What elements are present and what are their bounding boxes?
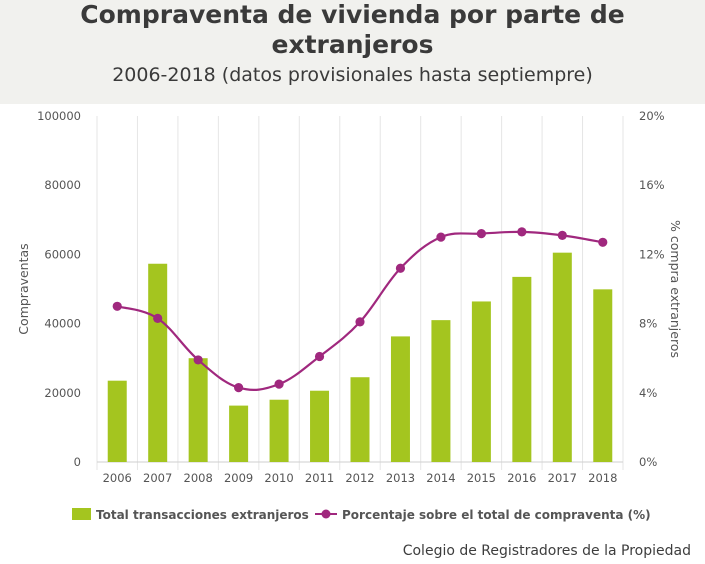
line-point [598, 237, 608, 247]
bar [431, 320, 451, 462]
y2-tick-label: 12% [639, 247, 665, 261]
line-point [274, 379, 284, 389]
y2-tick-label: 8% [639, 317, 657, 331]
bar [593, 289, 613, 462]
bar [148, 263, 168, 462]
y2-tick-label: 16% [639, 178, 665, 192]
y-tick-label: 80000 [44, 178, 81, 192]
line-point [436, 232, 446, 242]
bar [471, 301, 491, 462]
x-tick-label: 2010 [264, 471, 293, 485]
line-point [517, 227, 527, 237]
x-tick-label: 2006 [103, 471, 132, 485]
chart-title-line1: Compraventa de vivienda por parte de [80, 0, 625, 29]
line-point [557, 230, 567, 240]
y2-tick-label: 20% [639, 109, 665, 123]
y2-axis-title: % compra extranjeros [668, 220, 683, 358]
x-tick-label: 2018 [588, 471, 617, 485]
x-tick-label: 2013 [386, 471, 415, 485]
chart-subtitle: 2006-2018 (datos provisionales hasta sep… [112, 64, 593, 86]
y-tick-label: 100000 [37, 109, 81, 123]
x-tick-label: 2015 [467, 471, 496, 485]
chart-title-line2: extranjeros [271, 30, 434, 59]
header-band [0, 0, 705, 104]
x-tick-label: 2009 [224, 471, 253, 485]
x-tick-label: 2016 [507, 471, 536, 485]
bar [552, 252, 572, 462]
line-point [314, 351, 325, 362]
source-credit: Colegio de Registradores de la Propiedad [402, 543, 691, 559]
line-point [395, 263, 406, 273]
bar [188, 358, 208, 462]
y-tick-label: 0 [74, 455, 81, 469]
line-point [112, 301, 122, 311]
line-point [153, 313, 163, 324]
bar [107, 380, 127, 462]
legend-point-swatch [321, 509, 331, 519]
x-tick-label: 2012 [345, 471, 374, 485]
legend-label-line: Porcentaje sobre el total de compraventa… [342, 508, 651, 522]
bar [269, 399, 289, 462]
y2-tick-label: 0% [639, 455, 657, 469]
line-point [476, 229, 486, 239]
line-point [234, 383, 244, 393]
line-point [193, 355, 203, 365]
x-tick-label: 2014 [426, 471, 455, 485]
legend-swatch-bars [72, 508, 91, 520]
y2-tick-label: 4% [639, 386, 657, 400]
line-point [355, 317, 365, 327]
x-tick-label: 2007 [143, 471, 172, 485]
y-tick-label: 20000 [44, 386, 81, 400]
y-tick-label: 40000 [44, 317, 81, 331]
legend-label-bars: Total transacciones extranjeros [96, 508, 309, 522]
bar [229, 405, 249, 462]
bar [390, 336, 410, 462]
bar [310, 390, 330, 462]
bar [350, 377, 370, 462]
x-tick-label: 2017 [548, 471, 577, 485]
bar [512, 276, 532, 462]
x-tick-label: 2008 [184, 471, 213, 485]
y-axis-title: Compraventas [16, 243, 31, 334]
x-tick-label: 2011 [305, 471, 334, 485]
y-tick-label: 60000 [44, 247, 81, 261]
